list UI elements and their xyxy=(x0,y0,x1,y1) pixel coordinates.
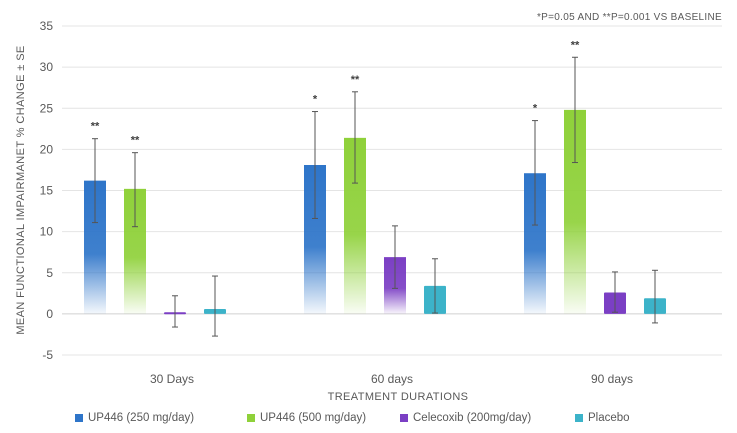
bar xyxy=(344,137,366,314)
x-tick-label: 60 days xyxy=(371,372,413,386)
x-axis-ticks: 30 Days 60 days 90 days xyxy=(150,372,633,386)
legend-swatch xyxy=(575,414,583,422)
y-tick-label: 30 xyxy=(40,60,54,74)
y-axis-ticks: -5 0 5 10 15 20 25 30 35 xyxy=(40,19,54,362)
bars xyxy=(84,109,666,315)
legend-label: UP446 (250 mg/day) xyxy=(88,412,195,424)
legend: UP446 (250 mg/day) UP446 (500 mg/day) Cele… xyxy=(0,408,737,428)
chart-annotation: *P=0.05 AND **P=0.001 VS BASELINE xyxy=(537,12,722,23)
legend-swatch xyxy=(400,414,408,422)
x-axis-title: TREATMENT DURATIONS xyxy=(328,391,469,403)
legend-item: UP446 (250 mg/day) xyxy=(75,412,194,424)
legend-label: Placebo xyxy=(588,412,630,424)
legend-item: Placebo xyxy=(575,412,630,424)
legend-swatch xyxy=(75,414,83,422)
y-tick-label: 5 xyxy=(46,266,53,280)
bar xyxy=(124,188,146,314)
significance-marker: * xyxy=(313,94,318,106)
y-tick-label: 10 xyxy=(40,225,54,239)
y-tick-label: 0 xyxy=(46,307,53,321)
bar xyxy=(304,165,326,314)
significance-marker: ** xyxy=(351,74,360,86)
bar xyxy=(564,109,586,314)
legend-label: Celecoxib (200mg/day) xyxy=(413,412,532,424)
y-tick-label: 15 xyxy=(40,184,54,198)
significance-marker: ** xyxy=(571,39,580,51)
bar xyxy=(84,180,106,314)
y-axis-title: MEAN FUNCTIONAL IMPAIRMANET % CHANGE ± S… xyxy=(15,45,27,334)
significance-marker: ** xyxy=(91,121,100,133)
significance-marker: * xyxy=(533,103,538,115)
y-tick-label: 35 xyxy=(40,19,54,33)
legend-swatch xyxy=(247,414,255,422)
y-tick-label: 20 xyxy=(40,142,54,156)
x-tick-label: 90 days xyxy=(591,372,633,386)
bar xyxy=(524,173,546,314)
x-tick-label: 30 Days xyxy=(150,372,194,386)
legend-label: UP446 (500 mg/day) xyxy=(260,412,367,424)
y-tick-label: 25 xyxy=(40,101,54,115)
error-bars xyxy=(92,56,658,337)
legend-item: Celecoxib (200mg/day) xyxy=(400,412,531,424)
legend-item: UP446 (500 mg/day) xyxy=(247,412,366,424)
y-tick-label: -5 xyxy=(42,348,53,362)
significance-markers: ********** xyxy=(91,39,580,146)
significance-marker: ** xyxy=(131,135,140,147)
